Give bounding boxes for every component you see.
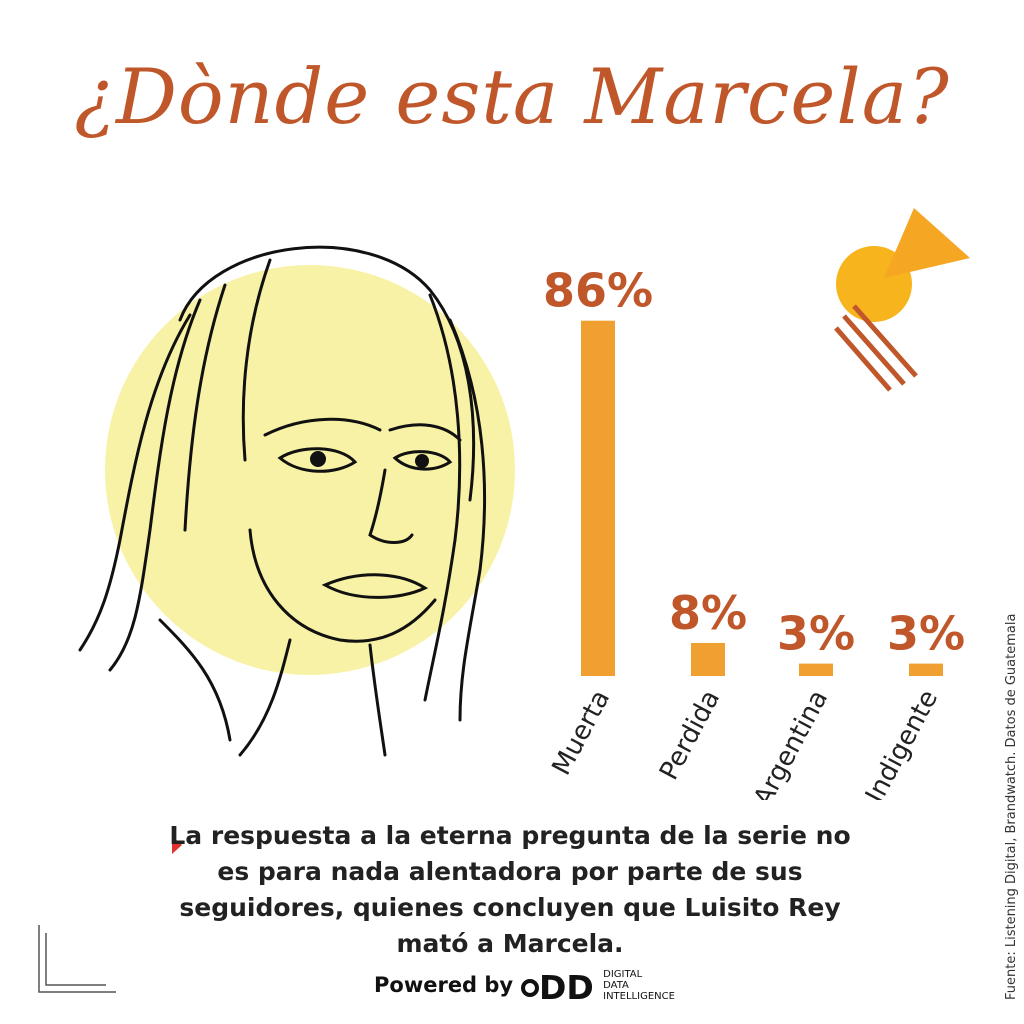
decorative-shapes <box>834 208 970 392</box>
category-label: Argentina <box>748 685 834 800</box>
category-label: Muerta <box>547 685 617 780</box>
bar-value-label: 3% <box>777 607 855 661</box>
category-label: Perdida <box>654 685 726 785</box>
category-label: Indigente <box>860 685 944 800</box>
deco-line <box>834 326 892 392</box>
deco-line <box>842 314 906 386</box>
bar-argentina <box>799 663 833 676</box>
bar-muerta <box>581 320 615 676</box>
corner-bracket-icon <box>38 925 116 993</box>
bullet-icon <box>172 836 182 854</box>
description-text: La respuesta a la eterna pregunta de la … <box>169 821 851 958</box>
bar-indigente <box>909 663 943 676</box>
right-eye-pupil <box>415 454 429 468</box>
bar-value-label: 86% <box>543 264 653 318</box>
left-eye-pupil <box>310 451 326 467</box>
powered-by-label: Powered by <box>374 973 514 997</box>
bar-value-label: 8% <box>669 586 747 640</box>
powered-by: Powered by DDI DIGITAL DATA INTELLIGENCE <box>374 965 675 1005</box>
source-note: Fuente: Listening Digital, Brandwatch. D… <box>1004 613 1019 1000</box>
page-title: ¿Dònde esta Marcela? <box>74 52 950 141</box>
ddi-logo: DDI <box>521 968 595 1002</box>
logo-text: DDI <box>539 968 595 1002</box>
logo-subtitle: DIGITAL DATA INTELLIGENCE <box>603 968 675 1002</box>
portrait-illustration <box>78 245 515 757</box>
bar-perdida <box>691 642 725 676</box>
deco-line <box>852 304 918 378</box>
deco-triangle <box>884 208 970 278</box>
bar-value-label: 3% <box>887 607 965 661</box>
